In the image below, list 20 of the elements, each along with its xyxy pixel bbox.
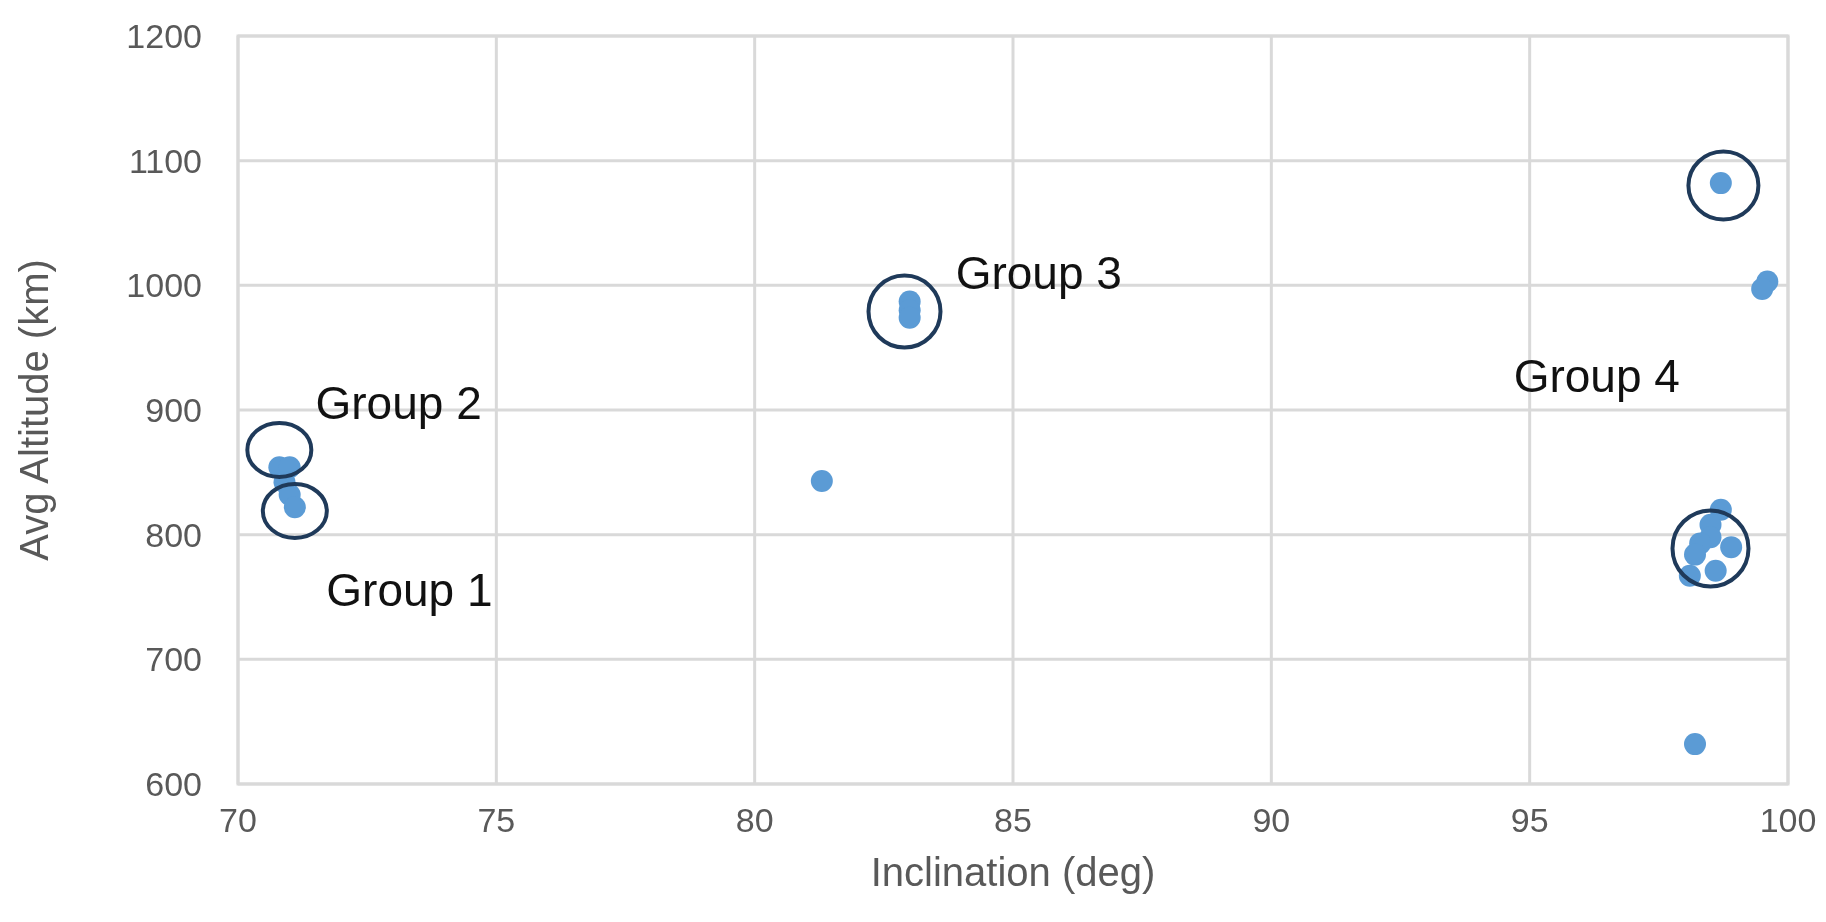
x-tick-label: 95 xyxy=(1510,801,1549,839)
x-tick-label: 90 xyxy=(1252,801,1291,839)
y-tick-label: 700 xyxy=(145,640,202,679)
annotation: Group 4 xyxy=(1513,350,1680,403)
x-tick-label: 80 xyxy=(735,801,774,839)
x-axis-title: Inclination (deg) xyxy=(870,850,1156,894)
y-tick-label: 600 xyxy=(145,764,202,803)
y-tick-label: 1100 xyxy=(128,141,202,180)
x-tick-label: 75 xyxy=(477,801,516,839)
x-tick-label: 70 xyxy=(219,801,257,839)
y-tick-label: 1000 xyxy=(126,266,202,305)
x-tick-label: 85 xyxy=(994,801,1032,839)
annotation: Group 3 xyxy=(955,247,1122,300)
x-tick-label: 100 xyxy=(1759,801,1817,839)
y-axis-title: Avg Altitude (km) xyxy=(12,259,56,561)
annotation: Group 2 xyxy=(315,376,482,429)
y-tick-label: 800 xyxy=(145,515,202,554)
y-tick-label: 1200 xyxy=(126,16,202,55)
y-tick-label: 900 xyxy=(145,390,202,429)
annotation: Group 1 xyxy=(326,563,493,616)
